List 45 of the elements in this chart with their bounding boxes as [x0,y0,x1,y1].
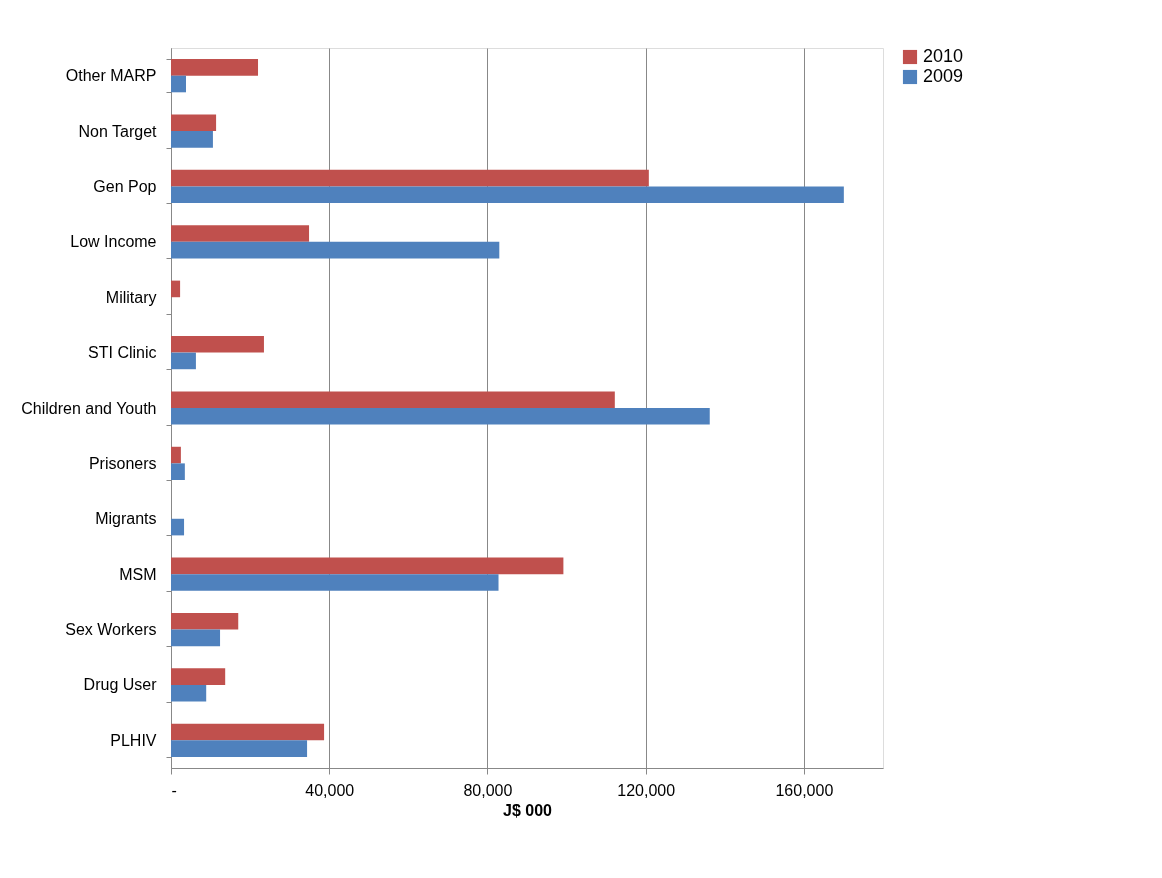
bar [171,668,226,685]
bar [171,574,499,591]
bar [171,629,221,647]
bar [171,169,649,187]
bar [171,612,239,630]
x-axis-title: J$ 000 [503,801,553,819]
x-tick-label: 40,000 [305,781,355,799]
bar [171,557,564,575]
x-tick-label: 160,000 [775,781,834,799]
bar [171,225,310,242]
bar [171,723,325,741]
bar [171,336,264,353]
bar [171,131,213,148]
bar [171,114,217,132]
y-tick-label: Other MARP [65,67,157,85]
bar [171,740,308,757]
bar [171,59,259,76]
y-tick-label: Gen Pop [93,177,157,195]
y-tick-label: Military [105,288,157,306]
bar [171,684,207,702]
bar [171,186,844,204]
bar [171,446,181,464]
x-tick-label: 120,000 [617,781,676,799]
bar [171,518,185,536]
y-tick-label: Low Income [70,233,157,251]
y-tick-label: PLHIV [110,731,157,749]
y-tick-label: Prisoners [88,454,157,472]
bar [171,391,615,408]
y-tick-label: STI Clinic [88,344,157,362]
bar [171,75,187,93]
bar [171,280,181,298]
x-tick-label: - [171,781,177,799]
bar [171,408,710,425]
legend-label: 2009 [923,66,964,86]
y-tick-label: Migrants [95,510,157,528]
bar [171,241,500,259]
bar [171,463,185,480]
y-tick-label: Non Target [78,122,158,140]
legend-label: 2010 [923,46,964,66]
y-tick-label: Sex Workers [65,621,157,639]
x-tick-label: 80,000 [463,781,513,799]
y-tick-label: Children and Youth [21,399,157,417]
y-tick-label: Drug User [83,676,158,694]
bar [171,352,196,370]
y-tick-label: MSM [119,565,157,583]
